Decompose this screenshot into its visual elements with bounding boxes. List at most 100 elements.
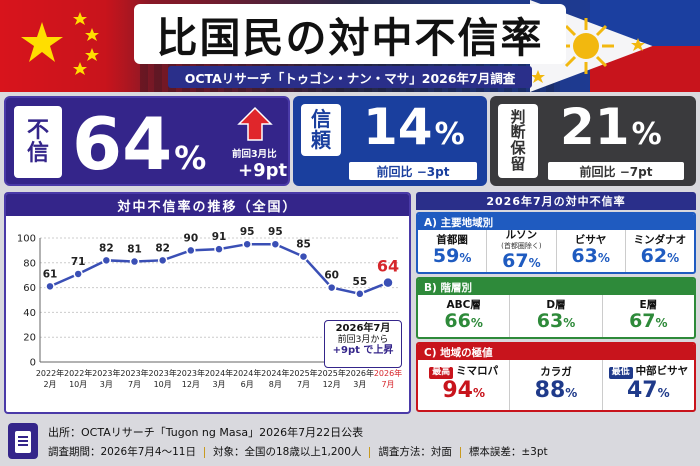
trust-label: 信 頼 — [301, 104, 341, 156]
footer-details: 調査期間：2026年7月4〜11日 対象：全国の18歳以上1,200人 調査方法：対… — [48, 446, 548, 458]
distrust-delta: +9pt — [238, 160, 288, 181]
x-tick-label-year: 2023年 — [92, 368, 120, 378]
data-label: 71 — [71, 256, 86, 268]
philippines-flag — [530, 0, 700, 92]
data-point — [242, 239, 252, 249]
data-label: 91 — [212, 231, 227, 243]
x-tick-label-month: 7月 — [297, 380, 310, 389]
y-tick-label: 40 — [23, 308, 36, 319]
data-point — [157, 255, 168, 266]
data-point — [129, 256, 140, 267]
extreme-section: C) 地域の極値 最高 ミマロパ 94% カラガ 88% 最低 中部ビサヤ 47% — [416, 342, 696, 412]
trend-line-chart: 0 20 40 60 80 100 61 2022年 2月 71 2022年 10月 82 2023年 3月… — [17, 226, 402, 389]
x-tick-label-month: 3月 — [100, 380, 113, 389]
y-tick-label: 60 — [23, 283, 36, 294]
data-label: 90 — [184, 232, 199, 244]
region-cell-mindanao: ミンダナオ 62% — [624, 230, 694, 272]
trust-value: 14% — [363, 98, 465, 156]
data-point — [214, 244, 224, 254]
undecided-value: 21% — [560, 98, 662, 156]
page-title: 比国民の対中不信率 — [156, 14, 544, 62]
breakdown-title: 2026年7月の対中不信率 — [416, 192, 696, 210]
data-label: 64 — [377, 257, 399, 276]
distrust-compare-label: 前回3月比 — [232, 149, 277, 160]
data-label: 81 — [127, 244, 142, 256]
x-tick-label-year: 2023年 — [120, 368, 148, 378]
distrust-stat-card: 不 信 64% 前回3月比 +9pt — [4, 96, 290, 186]
y-tick-label: 100 — [17, 234, 36, 245]
x-tick-label-month: 7月 — [128, 380, 141, 389]
trust-delta: 前回比 −3pt — [349, 162, 477, 180]
up-arrow-icon — [237, 106, 273, 141]
data-label: 82 — [99, 242, 114, 254]
data-point — [186, 245, 196, 256]
class-section-label: B) 階層別 — [418, 279, 694, 295]
extreme-cell-highest: 最高 ミマロパ 94% — [418, 360, 509, 410]
data-point — [45, 281, 55, 292]
distrust-value: 64% — [72, 102, 207, 186]
class-section: B) 階層別 ABC層 66% D層 63% E層 67% — [416, 277, 696, 339]
x-tick-label-year: 2024年 — [261, 368, 289, 378]
x-tick-label-month: 12月 — [323, 380, 341, 389]
footer-source: 出所：OCTAリサーチ「Tugon ng Masa」2026年7月22日公表 — [48, 426, 364, 439]
highest-tag: 最高 — [429, 367, 454, 380]
data-point — [326, 282, 337, 293]
x-tick-label-month: 2月 — [43, 380, 56, 389]
data-point — [298, 251, 309, 262]
data-label: 55 — [353, 276, 368, 288]
class-cell-e: E層 67% — [601, 295, 694, 337]
x-tick-label-month: 12月 — [182, 380, 200, 389]
chart-callout: 2026年7月 前回3月から +9pt で上昇 — [324, 320, 402, 368]
x-tick-label-month: 10月 — [69, 380, 87, 389]
x-tick-label-year: 2022年 — [36, 368, 64, 378]
trust-stat-card: 信 頼 14% 前回比 −3pt — [293, 96, 487, 186]
data-label: 82 — [155, 242, 170, 254]
data-point — [270, 239, 281, 249]
breakdown-panel: 2026年7月の対中不信率 A) 主要地域別 首都圏 59% ルソン (首都圏除… — [416, 192, 696, 414]
footer: 出所：OCTAリサーチ「Tugon ng Masa」2026年7月22日公表 調… — [0, 418, 700, 466]
y-tick-label: 0 — [30, 358, 36, 369]
extreme-cell-caraga: カラガ 88% — [509, 360, 601, 410]
x-tick-label-month: 3月 — [353, 380, 366, 389]
header-banner: 比国民の対中不信率 OCTAリサーチ「トゥゴン・ナン・マサ」2026年7月調査 — [0, 0, 700, 92]
y-tick-label: 80 — [23, 258, 36, 269]
class-cell-abc: ABC層 66% — [444, 298, 483, 333]
y-tick-label: 20 — [23, 333, 36, 344]
x-tick-label-year: 2025年 — [317, 368, 345, 378]
trend-chart-panel: 対中不信率の推移（全国） 0 20 40 60 80 100 61 2022年 2月 71 2022… — [4, 192, 411, 414]
title-box: 比国民の対中不信率 — [134, 4, 566, 64]
region-cell-metro: 首都圏 59% — [432, 233, 472, 268]
data-label: 95 — [240, 226, 255, 238]
page-subtitle: OCTAリサーチ「トゥゴン・ナン・マサ」2026年7月調査 — [168, 66, 532, 88]
undecided-label: 判 断 保 留 — [498, 104, 538, 178]
data-point — [73, 269, 83, 279]
china-flag — [0, 0, 150, 92]
x-tick-label-year: 2025年 — [289, 368, 317, 378]
x-tick-label-year: 2026年 — [374, 368, 402, 378]
region-section: A) 主要地域別 首都圏 59% ルソン (首都圏除く) 67% ビサヤ 63%… — [416, 212, 696, 274]
data-label: 95 — [268, 226, 283, 238]
china-stars-icon — [21, 12, 99, 75]
data-label: 60 — [324, 270, 339, 282]
region-cell-luzon: ルソン (首都圏除く) 67% — [486, 229, 555, 272]
x-tick-label-month: 8月 — [269, 380, 282, 389]
class-cell-d: D層 63% — [509, 295, 601, 337]
x-tick-label-year: 2024年 — [205, 368, 233, 378]
data-point — [382, 276, 394, 289]
x-tick-label-year: 2023年 — [148, 368, 176, 378]
data-point — [101, 255, 112, 266]
x-tick-label-month: 3月 — [212, 380, 225, 389]
data-label: 85 — [296, 239, 311, 251]
extreme-section-label: C) 地域の極値 — [418, 344, 694, 360]
region-cell-visayas: ビサヤ 63% — [555, 230, 625, 272]
extreme-cell-lowest: 最低 中部ビサヤ 47% — [601, 360, 694, 410]
distrust-label: 不 信 — [14, 106, 62, 178]
x-tick-label-year: 2024年 — [233, 368, 261, 378]
x-tick-label-month: 10月 — [154, 380, 172, 389]
undecided-stat-card: 判 断 保 留 21% 前回比 −7pt — [490, 96, 696, 186]
clipboard-icon — [8, 423, 38, 459]
data-label: 61 — [43, 268, 58, 280]
chart-title: 対中不信率の推移（全国） — [6, 194, 409, 216]
region-section-label: A) 主要地域別 — [418, 214, 694, 230]
undecided-delta: 前回比 −7pt — [548, 162, 684, 180]
